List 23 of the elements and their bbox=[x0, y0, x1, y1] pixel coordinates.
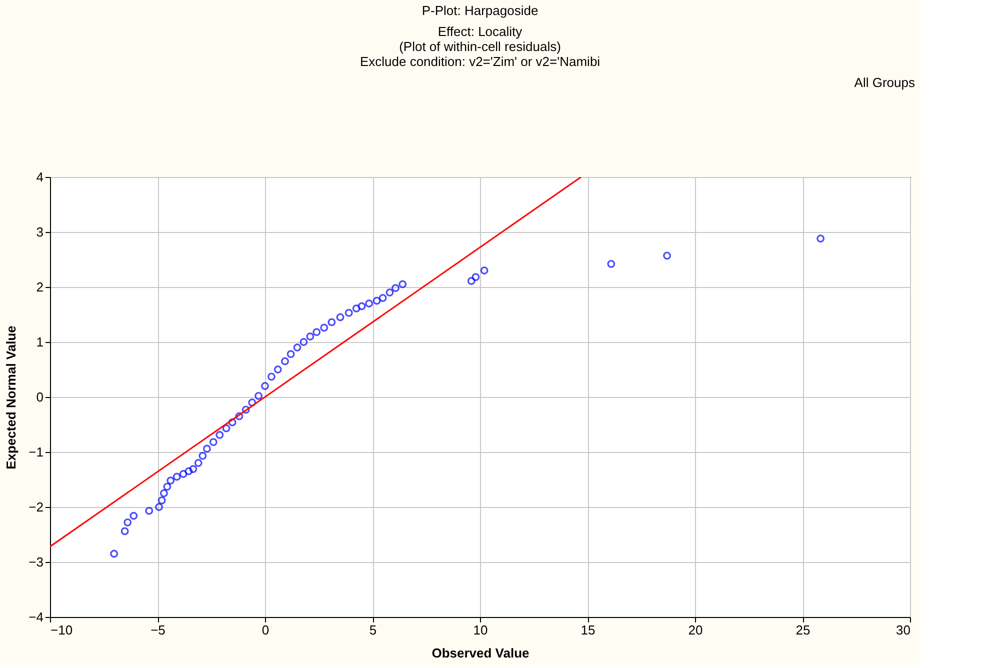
y-tick-label: −3 bbox=[28, 554, 44, 570]
y-tick-label: −2 bbox=[28, 500, 44, 514]
y-tick-label: 1 bbox=[36, 334, 44, 350]
text: All Groups bbox=[854, 75, 916, 90]
y-tick-label: −4 bbox=[28, 610, 44, 624]
y-tick-label: −1 bbox=[28, 444, 44, 460]
x-tick-label: 0 bbox=[262, 622, 270, 638]
y-axis-title: Expected Normal Value bbox=[4, 326, 19, 470]
x-tick-label: 30 bbox=[896, 622, 910, 638]
x-tick-label: −5 bbox=[150, 622, 166, 638]
x-tick-label: 25 bbox=[796, 622, 810, 638]
y-tick-label: 0 bbox=[36, 390, 44, 404]
y-tick-label: 4 bbox=[36, 170, 44, 184]
y-tick-label: 2 bbox=[36, 280, 44, 294]
x-tick-label: 10 bbox=[473, 622, 488, 638]
x-tick-label: 20 bbox=[688, 622, 703, 638]
chart-title: P-Plot: Harpagoside bbox=[422, 3, 538, 18]
x-axis-title: Observed Value bbox=[432, 646, 530, 660]
x-tick-label: 15 bbox=[580, 622, 596, 638]
chart-subtitle: Effect: Locality (Plot of within-cell residuals) Exclude condition: v2='Zim' or v2='Namibi bbox=[360, 24, 600, 69]
x-tick-label: −10 bbox=[50, 622, 73, 638]
x-tick-label: 5 bbox=[369, 622, 377, 638]
y-tick-label: 3 bbox=[36, 224, 44, 240]
